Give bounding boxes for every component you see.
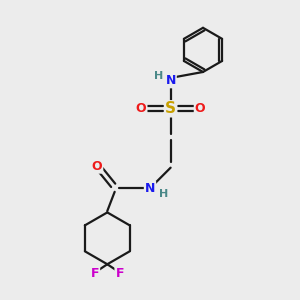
Text: S: S	[165, 101, 176, 116]
Text: N: N	[145, 182, 155, 195]
Text: N: N	[165, 74, 176, 87]
Text: O: O	[195, 102, 206, 115]
Text: F: F	[91, 267, 99, 280]
Text: O: O	[92, 160, 102, 173]
Text: H: H	[159, 189, 168, 199]
Text: H: H	[154, 71, 163, 81]
Text: F: F	[116, 267, 124, 280]
Text: O: O	[136, 102, 146, 115]
